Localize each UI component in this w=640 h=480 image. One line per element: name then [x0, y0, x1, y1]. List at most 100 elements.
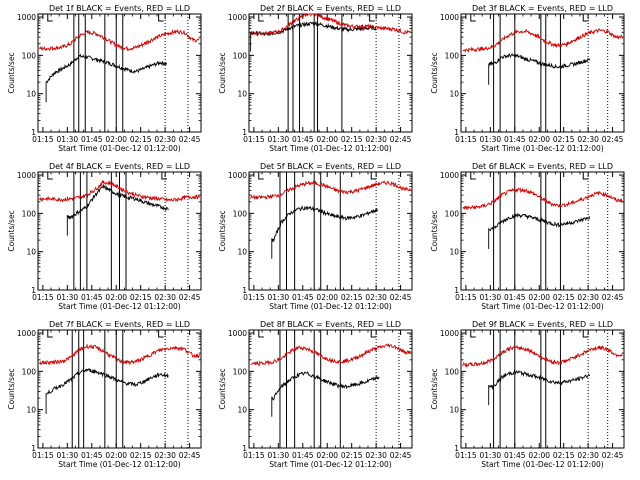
x-tick-label: 02:00 [316, 293, 338, 302]
x-tick-label: 01:30 [480, 293, 502, 302]
plot-frame [248, 171, 413, 291]
events-series-line [45, 53, 167, 103]
flag-mark [582, 172, 589, 180]
chart-panel-8: Det 8f BLACK = Events, RED = LLD 1 10 100 10… [218, 320, 413, 469]
y-axis-label: Counts/sec [430, 210, 439, 251]
y-axis-label: Counts/sec [430, 368, 439, 409]
y-tick-label: 100 [445, 367, 460, 376]
lld-series-line [250, 179, 411, 201]
lld-series-line [462, 187, 623, 211]
plot-frame [37, 329, 202, 449]
flag-mark [47, 14, 53, 22]
x-tick-label: 02:00 [105, 451, 127, 460]
events-series-line [66, 183, 169, 236]
y-tick-label: 100 [233, 209, 248, 218]
chart-title: Det 1f BLACK = Events, RED = LLD [49, 4, 190, 13]
x-tick-label: 02:45 [179, 451, 201, 460]
x-tick-label: 01:45 [504, 293, 526, 302]
flag-mark [47, 330, 53, 338]
x-tick-label: 01:45 [292, 451, 314, 460]
x-tick-label: 01:30 [480, 135, 502, 144]
x-tick-label: 02:15 [553, 135, 575, 144]
y-tick-label: 1000 [17, 13, 36, 22]
y-axis-label: Counts/sec [218, 52, 227, 93]
plot-frame [460, 329, 625, 449]
events-series-line [271, 371, 380, 417]
y-tick-label: 10 [26, 248, 36, 257]
y-axis-label: Counts/sec [7, 210, 16, 251]
x-tick-label: 02:30 [365, 451, 387, 460]
x-tick-label: 01:45 [81, 135, 103, 144]
y-tick-label: 1 [242, 128, 247, 137]
x-tick-label: 02:15 [553, 451, 575, 460]
y-axis-label: Counts/sec [218, 210, 227, 251]
chart-panel-5: Det 5f BLACK = Events, RED = LLD 1 10 100 10… [218, 162, 413, 311]
events-series-line [488, 52, 591, 85]
x-tick-label: 01:30 [57, 135, 79, 144]
flag-mark [470, 330, 476, 338]
x-tick-label: 02:30 [577, 135, 599, 144]
y-tick-label: 100 [22, 51, 37, 60]
x-tick-label: 02:30 [154, 451, 176, 460]
x-tick-label: 02:45 [179, 135, 201, 144]
y-tick-label: 1 [454, 128, 459, 137]
y-tick-label: 1 [242, 286, 247, 295]
chart-panel-9: Det 9f BLACK = Events, RED = LLD 1 10 100 10… [430, 320, 625, 469]
x-tick-label: 02:30 [365, 293, 387, 302]
y-tick-label: 1000 [17, 329, 36, 338]
plot-frame [248, 13, 413, 133]
x-tick-label: 02:00 [528, 451, 550, 460]
y-tick-label: 10 [237, 406, 247, 415]
events-series-line [488, 369, 591, 406]
x-axis-label: Start Time (01-Dec-12 01:12:00) [269, 460, 391, 469]
x-axis-label: Start Time (01-Dec-12 01:12:00) [481, 460, 603, 469]
flag-mark [370, 172, 377, 180]
x-tick-label: 01:30 [57, 293, 79, 302]
chart-panel-2: Det 2f BLACK = Events, RED = LLD 1 10 100 10… [218, 4, 413, 153]
y-tick-label: 10 [237, 90, 247, 99]
chart-title: Det 7f BLACK = Events, RED = LLD [49, 320, 190, 329]
x-axis-label: Start Time (01-Dec-12 01:12:00) [481, 302, 603, 311]
x-tick-label: 01:15 [455, 135, 477, 144]
x-tick-label: 01:45 [504, 135, 526, 144]
flag-mark [47, 172, 53, 180]
x-tick-label: 01:45 [292, 293, 314, 302]
chart-panel-4: Det 4f BLACK = Events, RED = LLD 1 10 100 10… [7, 162, 202, 311]
x-tick-label: 02:15 [341, 293, 363, 302]
x-axis-label: Start Time (01-Dec-12 01:12:00) [58, 302, 180, 311]
x-tick-label: 02:00 [528, 135, 550, 144]
x-tick-label: 01:15 [32, 135, 54, 144]
plot-frame [37, 13, 202, 133]
x-tick-label: 02:30 [154, 135, 176, 144]
x-tick-label: 01:30 [268, 293, 290, 302]
x-tick-label: 01:45 [81, 293, 103, 302]
chart-title: Det 3f BLACK = Events, RED = LLD [472, 4, 613, 13]
y-tick-label: 10 [26, 90, 36, 99]
chart-title: Det 2f BLACK = Events, RED = LLD [260, 4, 401, 13]
y-axis-label: Counts/sec [430, 52, 439, 93]
x-tick-label: 02:45 [602, 451, 624, 460]
x-tick-label: 02:45 [390, 293, 412, 302]
events-series-line [45, 368, 169, 414]
x-axis-label: Start Time (01-Dec-12 01:12:00) [269, 144, 391, 153]
x-tick-label: 01:15 [243, 293, 265, 302]
x-axis-label: Start Time (01-Dec-12 01:12:00) [481, 144, 603, 153]
x-axis-label: Start Time (01-Dec-12 01:12:00) [58, 460, 180, 469]
x-axis-label: Start Time (01-Dec-12 01:12:00) [58, 144, 180, 153]
x-tick-label: 01:30 [480, 451, 502, 460]
y-tick-label: 1 [454, 286, 459, 295]
y-tick-label: 10 [237, 248, 247, 257]
y-tick-label: 1000 [440, 13, 459, 22]
x-tick-label: 02:00 [105, 135, 127, 144]
lld-series-line [39, 179, 200, 203]
lld-series-line [462, 28, 623, 53]
y-tick-label: 10 [449, 248, 459, 257]
y-tick-label: 1000 [17, 171, 36, 180]
events-series-line [488, 212, 591, 249]
chart-title: Det 6f BLACK = Events, RED = LLD [472, 162, 613, 171]
y-axis-label: Counts/sec [7, 368, 16, 409]
x-tick-label: 02:30 [365, 135, 387, 144]
flag-mark [582, 330, 589, 338]
x-tick-label: 01:30 [268, 135, 290, 144]
